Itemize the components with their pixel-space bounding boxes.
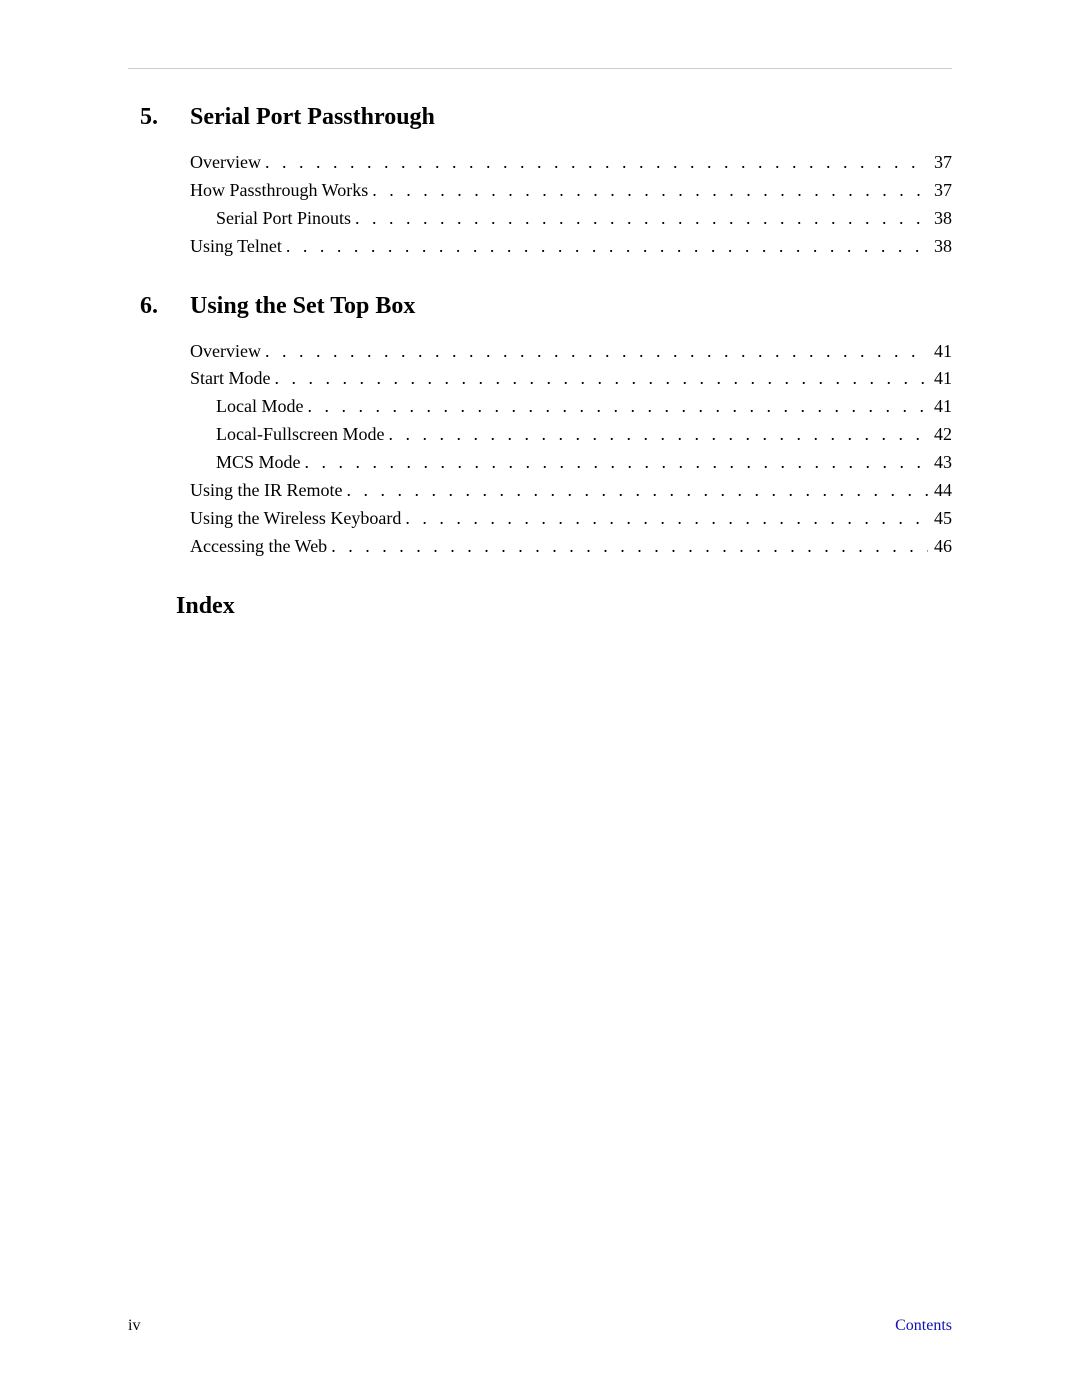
toc-label: Using the Wireless Keyboard [190,505,401,533]
section-5-header: 5. Serial Port Passthrough [140,104,952,131]
toc-label: Overview [190,338,261,366]
toc-entry: Local-Fullscreen Mode 42 [190,421,952,449]
section-5-number: 5. [140,104,190,131]
section-6-title: Using the Set Top Box [190,293,952,320]
toc-label: Local Mode [216,393,303,421]
toc-page-number: 38 [932,233,952,261]
toc-entry: Using the IR Remote 44 [190,477,952,505]
toc-label: Serial Port Pinouts [216,205,351,233]
toc-leader-dots [331,533,928,561]
toc-entry: Overview 37 [190,149,952,177]
toc-entry: MCS Mode 43 [190,449,952,477]
toc-page-number: 37 [932,149,952,177]
toc-page-number: 41 [932,365,952,393]
toc-label: Overview [190,149,261,177]
toc-leader-dots [307,393,928,421]
toc-leader-dots [265,338,928,366]
page-footer: iv Contents [128,1317,952,1335]
section-5-toc: Overview 37 How Passthrough Works 37 Ser… [190,149,952,261]
toc-leader-dots [372,177,928,205]
footer-page-number: iv [128,1317,140,1335]
toc-label: How Passthrough Works [190,177,368,205]
toc-entry: Using Telnet 38 [190,233,952,261]
toc-page-number: 41 [932,393,952,421]
toc-entry: Accessing the Web 46 [190,533,952,561]
section-6-header: 6. Using the Set Top Box [140,293,952,320]
toc-entry: Start Mode 41 [190,365,952,393]
toc-label: Accessing the Web [190,533,327,561]
toc-page-number: 38 [932,205,952,233]
toc-content-area: 5. Serial Port Passthrough Overview 37 H… [140,104,952,620]
toc-label: MCS Mode [216,449,301,477]
toc-label: Using the IR Remote [190,477,342,505]
toc-page-number: 43 [932,449,952,477]
toc-page-number: 41 [932,338,952,366]
toc-entry: Serial Port Pinouts 38 [190,205,952,233]
index-heading: Index [176,593,952,620]
toc-page-number: 44 [932,477,952,505]
toc-entry: Using the Wireless Keyboard 45 [190,505,952,533]
toc-leader-dots [286,233,928,261]
toc-entry: How Passthrough Works 37 [190,177,952,205]
footer-contents-link[interactable]: Contents [895,1317,952,1335]
toc-leader-dots [305,449,928,477]
section-6-toc: Overview 41 Start Mode 41 Local Mode 41 … [190,338,952,561]
toc-leader-dots [346,477,928,505]
toc-page-number: 45 [932,505,952,533]
section-5-title: Serial Port Passthrough [190,104,952,131]
top-horizontal-rule [128,68,952,69]
toc-entry: Local Mode 41 [190,393,952,421]
toc-label: Start Mode [190,365,271,393]
toc-leader-dots [275,365,929,393]
toc-page-number: 37 [932,177,952,205]
toc-leader-dots [265,149,928,177]
section-6-number: 6. [140,293,190,320]
toc-entry: Overview 41 [190,338,952,366]
toc-label: Local-Fullscreen Mode [216,421,384,449]
toc-leader-dots [355,205,928,233]
toc-leader-dots [405,505,928,533]
toc-page-number: 42 [932,421,952,449]
toc-page-number: 46 [932,533,952,561]
toc-label: Using Telnet [190,233,282,261]
toc-leader-dots [388,421,928,449]
